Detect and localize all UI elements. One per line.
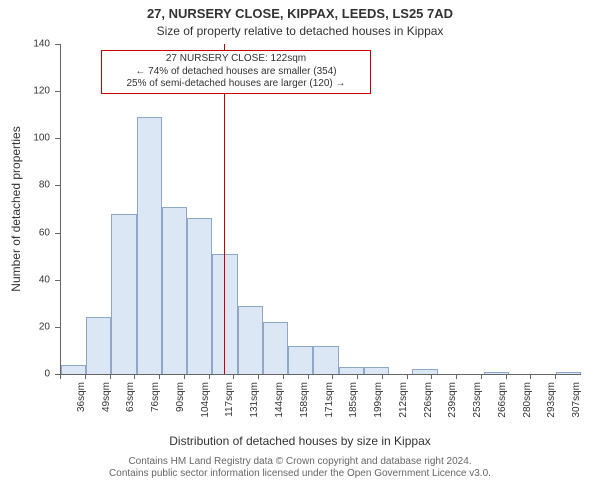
y-tick-mark — [55, 91, 60, 92]
y-tick-mark — [55, 327, 60, 328]
y-tick-mark — [55, 185, 60, 186]
x-tick-mark — [481, 374, 482, 379]
x-tick-mark — [159, 374, 160, 379]
x-tick-mark — [283, 374, 284, 379]
x-tick-label: 212sqm — [398, 382, 409, 418]
y-tick-label: 20 — [0, 321, 50, 332]
x-tick-label: 49sqm — [101, 382, 112, 412]
x-tick-mark — [110, 374, 111, 379]
footer-attribution: Contains HM Land Registry data © Crown c… — [0, 456, 600, 480]
annotation-line-1: 27 NURSERY CLOSE: 122sqm — [108, 53, 364, 66]
histogram-bar — [187, 218, 212, 374]
y-tick-mark — [55, 233, 60, 234]
annotation-box: 27 NURSERY CLOSE: 122sqm ← 74% of detach… — [101, 50, 371, 94]
y-tick-label: 100 — [0, 133, 50, 144]
x-tick-mark — [308, 374, 309, 379]
x-tick-label: 253sqm — [472, 382, 483, 418]
x-tick-mark — [184, 374, 185, 379]
x-tick-label: 117sqm — [224, 382, 235, 417]
y-axis-label: Number of detached properties — [9, 126, 23, 291]
x-tick-mark — [506, 374, 507, 379]
x-tick-mark — [407, 374, 408, 379]
histogram-bar — [556, 372, 581, 374]
y-tick-mark — [55, 44, 60, 45]
x-tick-label: 158sqm — [299, 382, 310, 418]
x-tick-mark — [530, 374, 531, 379]
histogram-bar — [364, 367, 389, 374]
x-tick-label: 266sqm — [497, 382, 508, 418]
histogram-bar — [111, 214, 136, 374]
histogram-bar — [212, 254, 237, 374]
histogram-bar — [339, 367, 364, 374]
histogram-bar — [61, 365, 86, 374]
x-tick-label: 90sqm — [175, 382, 186, 412]
x-tick-label: 104sqm — [200, 382, 211, 418]
plot-area: 27 NURSERY CLOSE: 122sqm ← 74% of detach… — [60, 44, 581, 375]
x-tick-label: 185sqm — [348, 382, 359, 418]
x-tick-mark — [555, 374, 556, 379]
y-tick-label: 40 — [0, 274, 50, 285]
y-tick-label: 140 — [0, 39, 50, 50]
footer-line-1: Contains HM Land Registry data © Crown c… — [0, 456, 600, 468]
histogram-bar — [86, 317, 111, 374]
histogram-bar — [263, 322, 288, 374]
property-marker-line — [224, 44, 225, 374]
annotation-line-3: 25% of semi-detached houses are larger (… — [108, 78, 364, 91]
chart-subtitle: Size of property relative to detached ho… — [0, 24, 600, 38]
histogram-bar — [412, 369, 437, 374]
y-tick-label: 0 — [0, 369, 50, 380]
histogram-bar — [137, 117, 162, 374]
x-tick-label: 307sqm — [571, 382, 582, 418]
x-tick-label: 199sqm — [373, 382, 384, 418]
y-tick-label: 120 — [0, 86, 50, 97]
x-tick-mark — [456, 374, 457, 379]
x-tick-label: 131sqm — [249, 382, 260, 418]
y-tick-mark — [55, 280, 60, 281]
bars-group — [61, 44, 581, 374]
footer-line-2: Contains public sector information licen… — [0, 468, 600, 480]
x-tick-mark — [85, 374, 86, 379]
x-tick-label: 36sqm — [76, 382, 87, 412]
x-tick-label: 171sqm — [324, 382, 335, 418]
chart-container: 27, NURSERY CLOSE, KIPPAX, LEEDS, LS25 7… — [0, 0, 600, 500]
x-tick-mark — [332, 374, 333, 379]
chart-title: 27, NURSERY CLOSE, KIPPAX, LEEDS, LS25 7… — [0, 6, 600, 21]
x-axis-label: Distribution of detached houses by size … — [0, 434, 600, 448]
x-tick-label: 76sqm — [150, 382, 161, 412]
x-tick-mark — [209, 374, 210, 379]
y-tick-mark — [55, 138, 60, 139]
histogram-bar — [238, 306, 263, 374]
x-tick-mark — [134, 374, 135, 379]
x-tick-label: 280sqm — [522, 382, 533, 418]
x-tick-label: 63sqm — [125, 382, 136, 412]
histogram-bar — [313, 346, 338, 374]
x-tick-label: 144sqm — [274, 382, 285, 418]
x-tick-label: 226sqm — [423, 382, 434, 418]
y-tick-label: 80 — [0, 180, 50, 191]
annotation-line-2: ← 74% of detached houses are smaller (35… — [108, 66, 364, 79]
y-tick-label: 60 — [0, 227, 50, 238]
histogram-bar — [162, 207, 187, 374]
x-tick-mark — [357, 374, 358, 379]
x-tick-mark — [233, 374, 234, 379]
histogram-bar — [288, 346, 313, 374]
x-tick-mark — [60, 374, 61, 379]
x-tick-mark — [258, 374, 259, 379]
x-tick-label: 239sqm — [447, 382, 458, 418]
x-tick-mark — [382, 374, 383, 379]
x-tick-label: 293sqm — [546, 382, 557, 418]
x-tick-mark — [431, 374, 432, 379]
